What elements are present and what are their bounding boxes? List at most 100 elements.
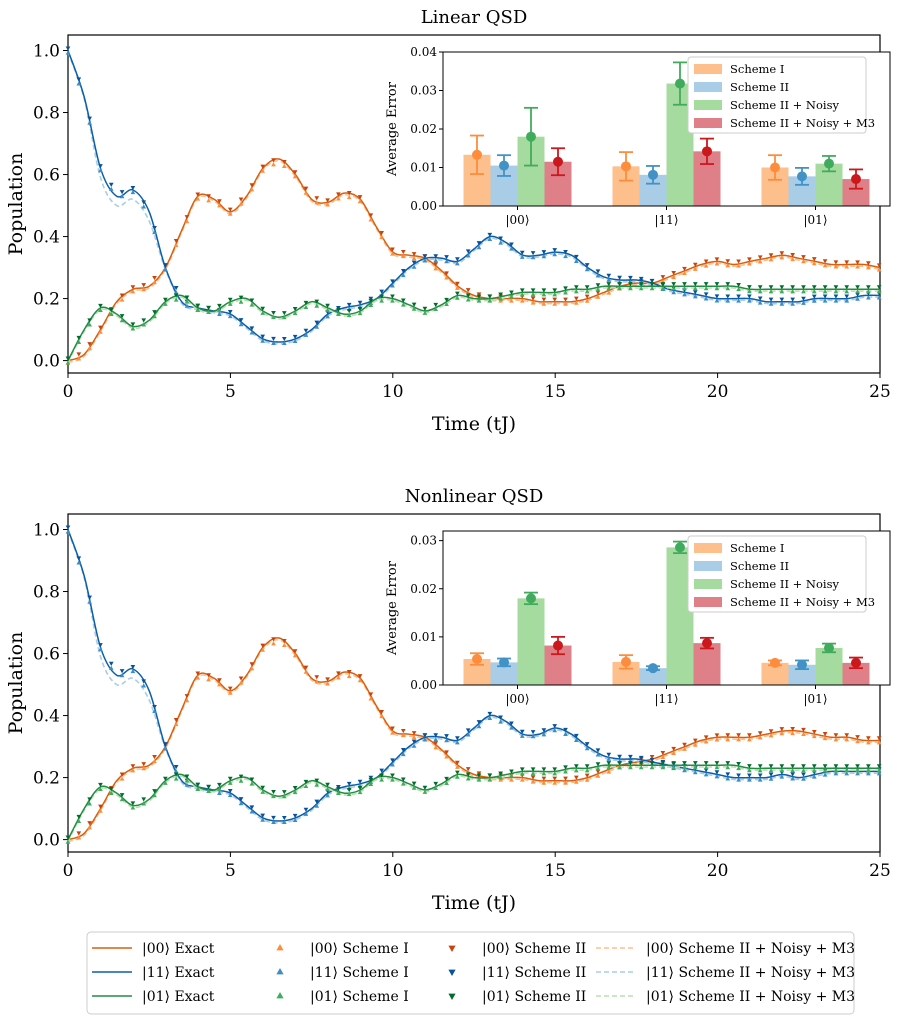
scheme-ii-marker bbox=[757, 731, 763, 736]
scheme-i-marker bbox=[98, 786, 103, 791]
scheme-i-marker bbox=[552, 301, 558, 306]
scheme-i-marker bbox=[855, 264, 860, 269]
inset-legend-label: Scheme II bbox=[730, 80, 789, 94]
scheme-i-marker bbox=[498, 296, 503, 301]
scheme-i-marker bbox=[801, 776, 806, 781]
scheme-ii-marker bbox=[260, 813, 266, 818]
scheme-i-marker bbox=[498, 719, 503, 724]
scheme-i-marker bbox=[314, 324, 320, 329]
scheme-ii-marker bbox=[725, 259, 731, 264]
scheme-ii-marker bbox=[238, 318, 244, 323]
legend-triangle-marker bbox=[448, 969, 456, 976]
scheme-i-marker bbox=[346, 195, 352, 200]
inset-legend-label: Scheme II + Noisy + M3 bbox=[730, 116, 875, 130]
scheme-i-marker bbox=[660, 286, 666, 291]
scheme-ii-marker bbox=[844, 733, 850, 738]
scheme-i-marker bbox=[584, 777, 590, 782]
scheme-ii-marker bbox=[173, 286, 179, 291]
scheme-i-marker bbox=[249, 330, 255, 335]
panel-title: Nonlinear QSD bbox=[405, 486, 544, 507]
scheme-i-marker bbox=[563, 290, 568, 295]
y-tick-label: 0.2 bbox=[33, 290, 60, 310]
scheme-ii-marker bbox=[844, 285, 850, 290]
scheme-ii-marker bbox=[336, 671, 341, 676]
scheme-i-marker bbox=[736, 737, 741, 742]
scheme-i-marker bbox=[314, 303, 320, 308]
scheme-ii-marker bbox=[682, 742, 687, 747]
scheme-ii-marker bbox=[249, 326, 255, 331]
scheme-ii-marker bbox=[76, 831, 82, 836]
scheme-i-marker bbox=[563, 769, 568, 774]
scheme-ii-marker bbox=[217, 782, 222, 788]
scheme-i-marker bbox=[692, 765, 698, 770]
scheme-i-marker bbox=[271, 162, 276, 167]
scheme-ii-marker bbox=[790, 253, 796, 258]
scheme-ii-marker bbox=[476, 771, 482, 776]
inset-x-tick-label: |11⟩ bbox=[655, 692, 679, 706]
scheme-i-marker bbox=[509, 773, 514, 778]
scheme-ii-marker bbox=[357, 300, 363, 305]
scheme-i-marker bbox=[465, 253, 471, 258]
scheme-i-marker bbox=[433, 785, 439, 791]
scheme-ii-marker bbox=[574, 296, 579, 301]
inset-legend-box bbox=[687, 56, 867, 134]
scheme-i-marker bbox=[822, 263, 828, 268]
scheme-ii-marker bbox=[314, 299, 320, 304]
scheme-ii-marker bbox=[692, 282, 698, 287]
scheme-ii-marker bbox=[574, 764, 579, 769]
scheme-ii-marker bbox=[303, 665, 309, 670]
scheme-ii-marker bbox=[584, 742, 590, 747]
scheme-ii-marker bbox=[595, 290, 601, 295]
scheme-ii-marker bbox=[790, 764, 796, 769]
scheme-ii-marker bbox=[206, 673, 211, 678]
scheme-ii-marker bbox=[768, 729, 774, 734]
scheme-i-marker bbox=[455, 261, 460, 266]
x-tick-label: 15 bbox=[544, 382, 566, 402]
scheme-ii-marker bbox=[584, 294, 590, 299]
scheme-ii-marker bbox=[747, 257, 752, 262]
scheme-i-marker bbox=[747, 298, 752, 303]
scheme-i-marker bbox=[227, 301, 233, 306]
scheme-i-marker bbox=[173, 289, 179, 295]
scheme-i-marker bbox=[790, 776, 796, 781]
scheme-ii-marker bbox=[703, 768, 709, 773]
scheme-i-marker bbox=[379, 298, 384, 303]
scheme-i-marker bbox=[184, 698, 190, 703]
scheme-i-marker bbox=[682, 765, 687, 770]
inset-point bbox=[648, 169, 658, 180]
scheme-ii-marker bbox=[563, 727, 568, 733]
inset-point bbox=[499, 160, 509, 171]
scheme-i-marker bbox=[76, 835, 82, 840]
scheme-ii-marker bbox=[271, 336, 276, 342]
scheme-i-marker bbox=[671, 286, 677, 291]
x-axis-label: Time (tJ) bbox=[432, 413, 516, 435]
scheme-i-marker bbox=[638, 286, 644, 291]
legend-label: |01⟩ Exact bbox=[142, 989, 215, 1005]
scheme-ii-marker bbox=[411, 739, 417, 744]
scheme-i-marker bbox=[422, 310, 428, 315]
scheme-ii-marker bbox=[552, 724, 558, 729]
inset-point bbox=[648, 663, 658, 674]
scheme-i-marker bbox=[855, 771, 860, 776]
scheme-i-marker bbox=[606, 277, 612, 282]
inset-legend-swatch bbox=[694, 64, 722, 74]
scheme-ii-marker bbox=[422, 733, 428, 738]
scheme-i-marker bbox=[736, 765, 741, 771]
scheme-ii-marker bbox=[617, 282, 622, 287]
scheme-i-marker bbox=[790, 301, 796, 306]
scheme-i-marker bbox=[844, 771, 850, 776]
scheme-i-marker bbox=[227, 792, 233, 798]
scheme-i-marker bbox=[411, 306, 417, 311]
scheme-i-marker bbox=[606, 290, 612, 295]
scheme-ii-marker bbox=[747, 773, 752, 778]
scheme-i-marker bbox=[141, 766, 147, 771]
scheme-ii-marker bbox=[433, 781, 439, 787]
scheme-i-marker bbox=[822, 735, 828, 741]
scheme-ii-marker bbox=[811, 294, 817, 299]
scheme-ii-marker bbox=[346, 302, 352, 308]
inset-point bbox=[797, 171, 807, 182]
scheme-i-marker bbox=[595, 773, 601, 778]
scheme-i-marker bbox=[509, 298, 514, 303]
scheme-i-marker bbox=[790, 730, 796, 736]
scheme-ii-marker bbox=[130, 186, 136, 191]
